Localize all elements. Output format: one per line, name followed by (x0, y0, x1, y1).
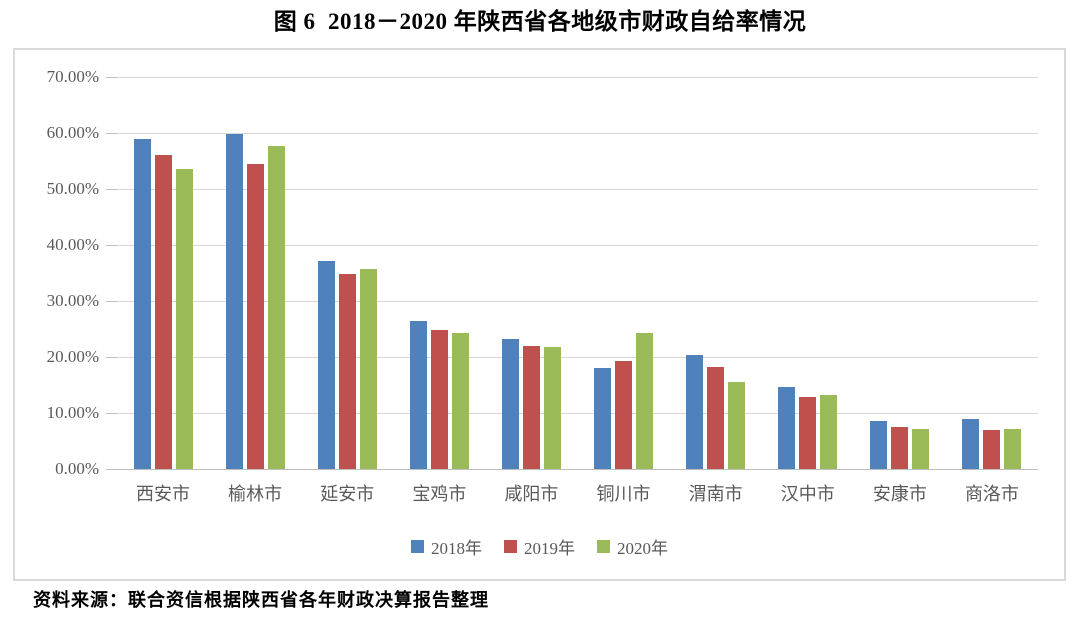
y-axis-label: 60.00% (46, 123, 99, 142)
axis-tick (106, 76, 117, 78)
bar (1004, 429, 1022, 469)
x-axis-label: 延安市 (320, 484, 375, 504)
axis-tick (106, 412, 117, 414)
bar (728, 381, 746, 469)
bar-group (393, 77, 485, 469)
plot-area: 0.00% 10.00% 20.00% 30.00% 40.00% 50.00% 60.00… (47, 67, 1038, 504)
legend-label: 2018年 (431, 539, 482, 558)
bar-group (670, 77, 762, 469)
y-axis-label: 20.00% (46, 347, 99, 366)
bar (522, 346, 540, 469)
x-axis-label: 商洛市 (964, 484, 1019, 504)
bar (707, 366, 725, 469)
x-axis-label: 榆林市 (228, 484, 283, 504)
bar-group (762, 77, 854, 469)
bar (501, 339, 519, 469)
bar (267, 146, 285, 469)
bar (543, 347, 561, 469)
gridline (117, 468, 1038, 470)
bar (133, 138, 151, 469)
bar (154, 155, 172, 469)
legend-swatch (504, 540, 517, 553)
bar (175, 169, 193, 469)
bar-group (209, 77, 301, 469)
bar-group (301, 77, 393, 469)
legend-item: 2018年 (411, 534, 482, 559)
x-axis-label: 铜川市 (596, 484, 651, 504)
bar (891, 427, 909, 469)
legend-swatch (411, 540, 424, 553)
x-axis-label: 西安市 (136, 484, 191, 504)
gridline (117, 132, 1038, 134)
y-axis-label: 10.00% (46, 403, 99, 422)
chart-area: 0.00% 10.00% 20.00% 30.00% 40.00% 50.00% 60.00… (13, 48, 1066, 581)
axis-tick (106, 132, 117, 134)
legend-item: 2019年 (504, 534, 575, 559)
bar (317, 260, 335, 469)
bar (686, 355, 704, 469)
bar (912, 429, 930, 469)
bar (962, 419, 980, 469)
bar (246, 164, 264, 469)
bar (636, 333, 654, 469)
bar-group (946, 77, 1038, 469)
bar (870, 420, 888, 469)
chart-title: 图 6 2018－2020 年陕西省各地级市财政自给率情况 (273, 9, 807, 34)
bar (983, 430, 1001, 469)
x-axis-label: 渭南市 (688, 484, 743, 504)
y-axis-label: 30.00% (46, 291, 99, 310)
legend-swatch (597, 540, 610, 553)
gridline (117, 412, 1038, 414)
gridline (117, 356, 1038, 358)
bar-group (485, 77, 577, 469)
y-axis-label: 50.00% (46, 179, 99, 198)
bar-group (578, 77, 670, 469)
axis-tick (106, 188, 117, 190)
gridline (117, 188, 1038, 190)
bar-group (117, 77, 209, 469)
axis-tick (106, 300, 117, 302)
source-note: 资料来源：联合资信根据陕西省各年财政决算报告整理 (33, 590, 489, 610)
bar (359, 269, 377, 469)
x-axis-label: 安康市 (872, 484, 927, 504)
y-axis-label: 0.00% (55, 459, 99, 478)
bar (594, 368, 612, 469)
axis-tick (106, 244, 117, 246)
bar (778, 387, 796, 469)
bar (430, 329, 448, 469)
bar (225, 134, 243, 469)
y-axis-label: 70.00% (46, 67, 99, 86)
x-axis-label: 咸阳市 (504, 484, 559, 504)
legend-item: 2020年 (597, 534, 668, 559)
bar-group (854, 77, 946, 469)
bar (338, 274, 356, 469)
legend-label: 2019年 (524, 539, 575, 558)
bar (409, 321, 427, 469)
bar (451, 332, 469, 469)
bar (820, 395, 838, 469)
legend: 2018年 2019年 2020年 (15, 534, 1064, 559)
bar (615, 360, 633, 469)
y-axis-label: 40.00% (46, 235, 99, 254)
gridline (117, 76, 1038, 78)
axis-tick (106, 356, 117, 358)
x-axis-label: 汉中市 (780, 484, 835, 504)
bar (799, 397, 817, 469)
legend-label: 2020年 (617, 539, 668, 558)
x-axis-label: 宝鸡市 (412, 484, 467, 504)
gridline (117, 300, 1038, 302)
axis-tick (106, 468, 117, 470)
gridline (117, 244, 1038, 246)
